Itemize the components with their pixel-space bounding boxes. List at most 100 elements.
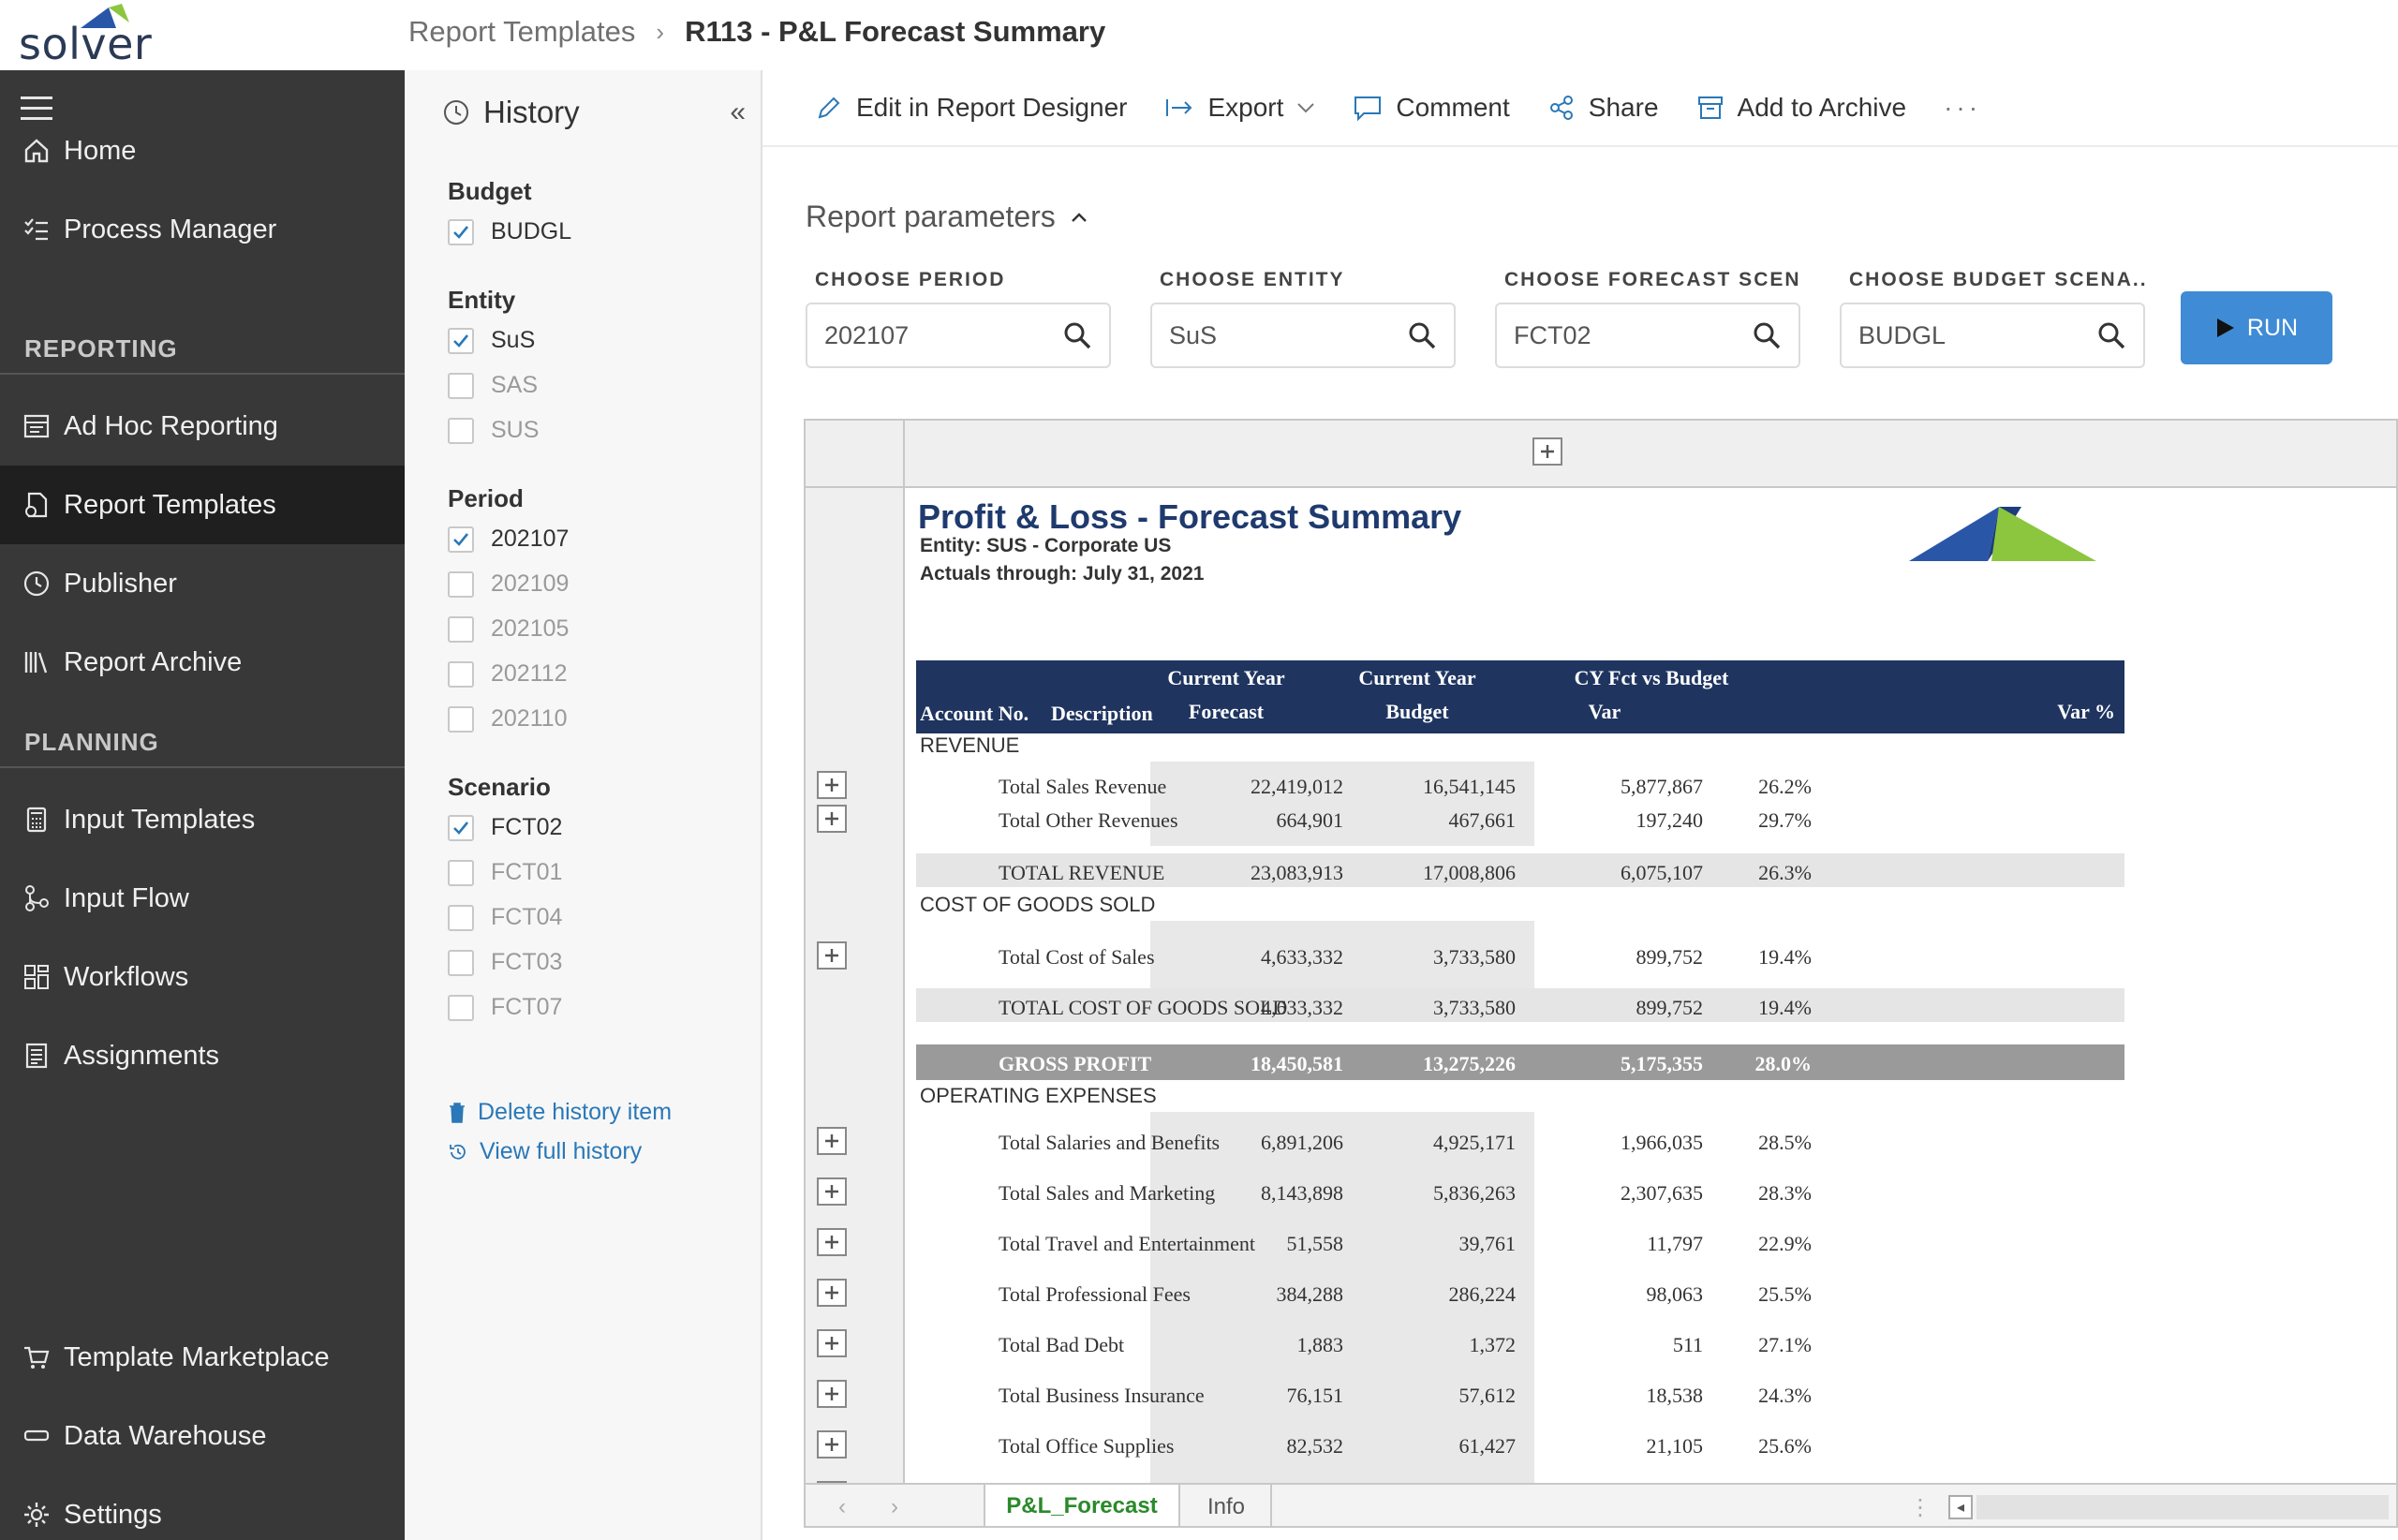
clock-icon [21,568,52,600]
entity-input[interactable]: SuS [1150,303,1456,368]
row-description: Total Business Insurance [999,1384,1205,1407]
expand-row-plus-icon[interactable] [817,1228,847,1256]
tab-scroll-right-icon[interactable]: › [891,1494,898,1519]
history-item-fct04[interactable]: FCT04 [448,904,562,931]
row-variance-value: 1,966,035 [1621,1131,1703,1154]
checkbox-checked-icon[interactable] [448,814,474,841]
param-choose-period: CHOOSE PERIOD 202107 [806,269,1111,368]
history-item-fct07[interactable]: FCT07 [448,994,562,1021]
history-item-fct01[interactable]: FCT01 [448,859,562,886]
checkbox-empty-icon[interactable] [448,417,474,444]
history-item-sus-upper[interactable]: SUS [448,417,539,444]
divider [0,766,405,768]
report-parameters-toggle[interactable]: Report parameters [806,200,1088,234]
history-item-202105[interactable]: 202105 [448,615,569,643]
report-entity: Entity: SUS - Corporate US [920,535,1172,556]
checkbox-empty-icon[interactable] [448,705,474,733]
comment-button[interactable]: Comment [1353,93,1510,123]
breadcrumb-report-templates[interactable]: Report Templates [408,15,636,48]
expand-row-plus-icon[interactable] [817,771,847,799]
history-item-sas[interactable]: SAS [448,372,538,399]
sidebar-item-template-marketplace[interactable]: Template Marketplace [0,1318,405,1397]
checkbox-checked-icon[interactable] [448,218,474,245]
horizontal-scrollbar[interactable]: ◂ [1948,1485,2396,1526]
section-label: OPERATING EXPENSES [920,1084,1157,1107]
archive-books-icon [21,646,52,678]
sidebar-item-home[interactable]: Home [0,111,405,190]
view-full-history-link[interactable]: View full history [448,1138,642,1165]
history-item-sus[interactable]: SuS [448,327,535,354]
period-input[interactable]: 202107 [806,303,1111,368]
expand-row-plus-icon[interactable] [817,941,847,970]
tab-info[interactable]: Info [1182,1485,1272,1526]
budget-scenario-input[interactable]: BUDGL [1840,303,2145,368]
checkbox-empty-icon[interactable] [448,949,474,976]
expand-columns-plus-icon[interactable] [1532,437,1562,466]
checkbox-checked-icon[interactable] [448,327,474,354]
main-content: Edit in Report Designer Export Comment S… [762,70,2398,1540]
expand-row-plus-icon[interactable] [817,1177,847,1206]
sidebar-item-input-flow[interactable]: Input Flow [0,859,405,938]
expand-row-plus-icon[interactable] [817,1430,847,1459]
sidebar-item-data-warehouse[interactable]: Data Warehouse [0,1397,405,1475]
search-icon[interactable] [1752,320,1782,350]
delete-history-link[interactable]: Delete history item [448,1099,672,1126]
search-icon[interactable] [1062,320,1092,350]
solver-logo[interactable]: solver [19,4,152,69]
checkbox-empty-icon[interactable] [448,660,474,688]
checkbox-empty-icon[interactable] [448,615,474,643]
checkbox-empty-icon[interactable] [448,372,474,399]
forecast-scenario-input[interactable]: FCT02 [1495,303,1800,368]
row-budget-value: 5,836,263 [1433,1181,1516,1205]
sidebar-item-report-templates[interactable]: Report Templates [0,466,405,544]
checkbox-empty-icon[interactable] [448,994,474,1021]
expand-row-plus-icon[interactable] [817,1127,847,1155]
col-header-comparison: CY Fct vs Budget [1574,666,1729,689]
collapse-panel-icon[interactable]: « [730,96,746,127]
history-item-202107[interactable]: 202107 [448,526,569,553]
checkbox-empty-icon[interactable] [448,570,474,598]
sidebar-item-workflows[interactable]: Workflows [0,938,405,1016]
expand-row-plus-icon[interactable] [817,1279,847,1307]
scrollbar-track[interactable] [1976,1495,2389,1519]
search-icon[interactable] [1407,320,1437,350]
hamburger-menu-icon[interactable] [21,96,52,121]
edit-in-report-designer-button[interactable]: Edit in Report Designer [815,93,1127,123]
search-icon[interactable] [2096,320,2126,350]
export-button[interactable]: Export [1164,93,1315,123]
row-variance-value: 98,063 [1646,1282,1704,1306]
row-description: Total Cost of Sales [999,945,1155,969]
sidebar-item-label: Data Warehouse [64,1420,267,1451]
sidebar-item-assignments[interactable]: Assignments [0,1016,405,1095]
history-item-202110[interactable]: 202110 [448,705,568,733]
sidebar-item-publisher[interactable]: Publisher [0,544,405,623]
tab-scroll-left-icon[interactable]: ‹ [838,1494,846,1519]
report-spreadsheet[interactable]: Profit & Loss - Forecast Summary Entity:… [804,419,2398,1528]
checkbox-checked-icon[interactable] [448,526,474,553]
sidebar-item-input-templates[interactable]: Input Templates [0,780,405,859]
sidebar-item-settings[interactable]: Settings [0,1475,405,1540]
expand-row-plus-icon[interactable] [817,1329,847,1357]
sidebar-item-report-archive[interactable]: Report Archive [0,623,405,702]
tab-pl-forecast[interactable]: P&L_Forecast [984,1485,1180,1526]
row-header-strip [806,488,905,1483]
more-options-button[interactable]: ··· [1944,93,1982,122]
sidebar-item-process-manager[interactable]: Process Manager [0,190,405,269]
history-item-fct02[interactable]: FCT02 [448,814,562,841]
sidebar-item-ad-hoc-reporting[interactable]: Ad Hoc Reporting [0,387,405,466]
scroll-left-arrow-icon[interactable]: ◂ [1948,1495,1973,1519]
expand-row-plus-icon[interactable] [817,1380,847,1408]
run-button[interactable]: RUN [2181,291,2332,364]
share-button[interactable]: Share [1547,93,1659,123]
add-to-archive-button[interactable]: Add to Archive [1696,93,1906,123]
expand-row-plus-icon[interactable] [817,805,847,833]
more-vertical-icon[interactable]: ⋮ [1909,1494,1932,1520]
history-item-202109[interactable]: 202109 [448,570,569,598]
checkbox-empty-icon[interactable] [448,859,474,886]
checkbox-empty-icon[interactable] [448,904,474,931]
row-budget-value: 13,275,226 [1423,1052,1516,1075]
history-item-fct03[interactable]: FCT03 [448,949,562,976]
col-header-var-percent: Var % [2057,700,2115,723]
history-item-202112[interactable]: 202112 [448,660,568,688]
history-item-budgl[interactable]: BUDGL [448,218,571,245]
